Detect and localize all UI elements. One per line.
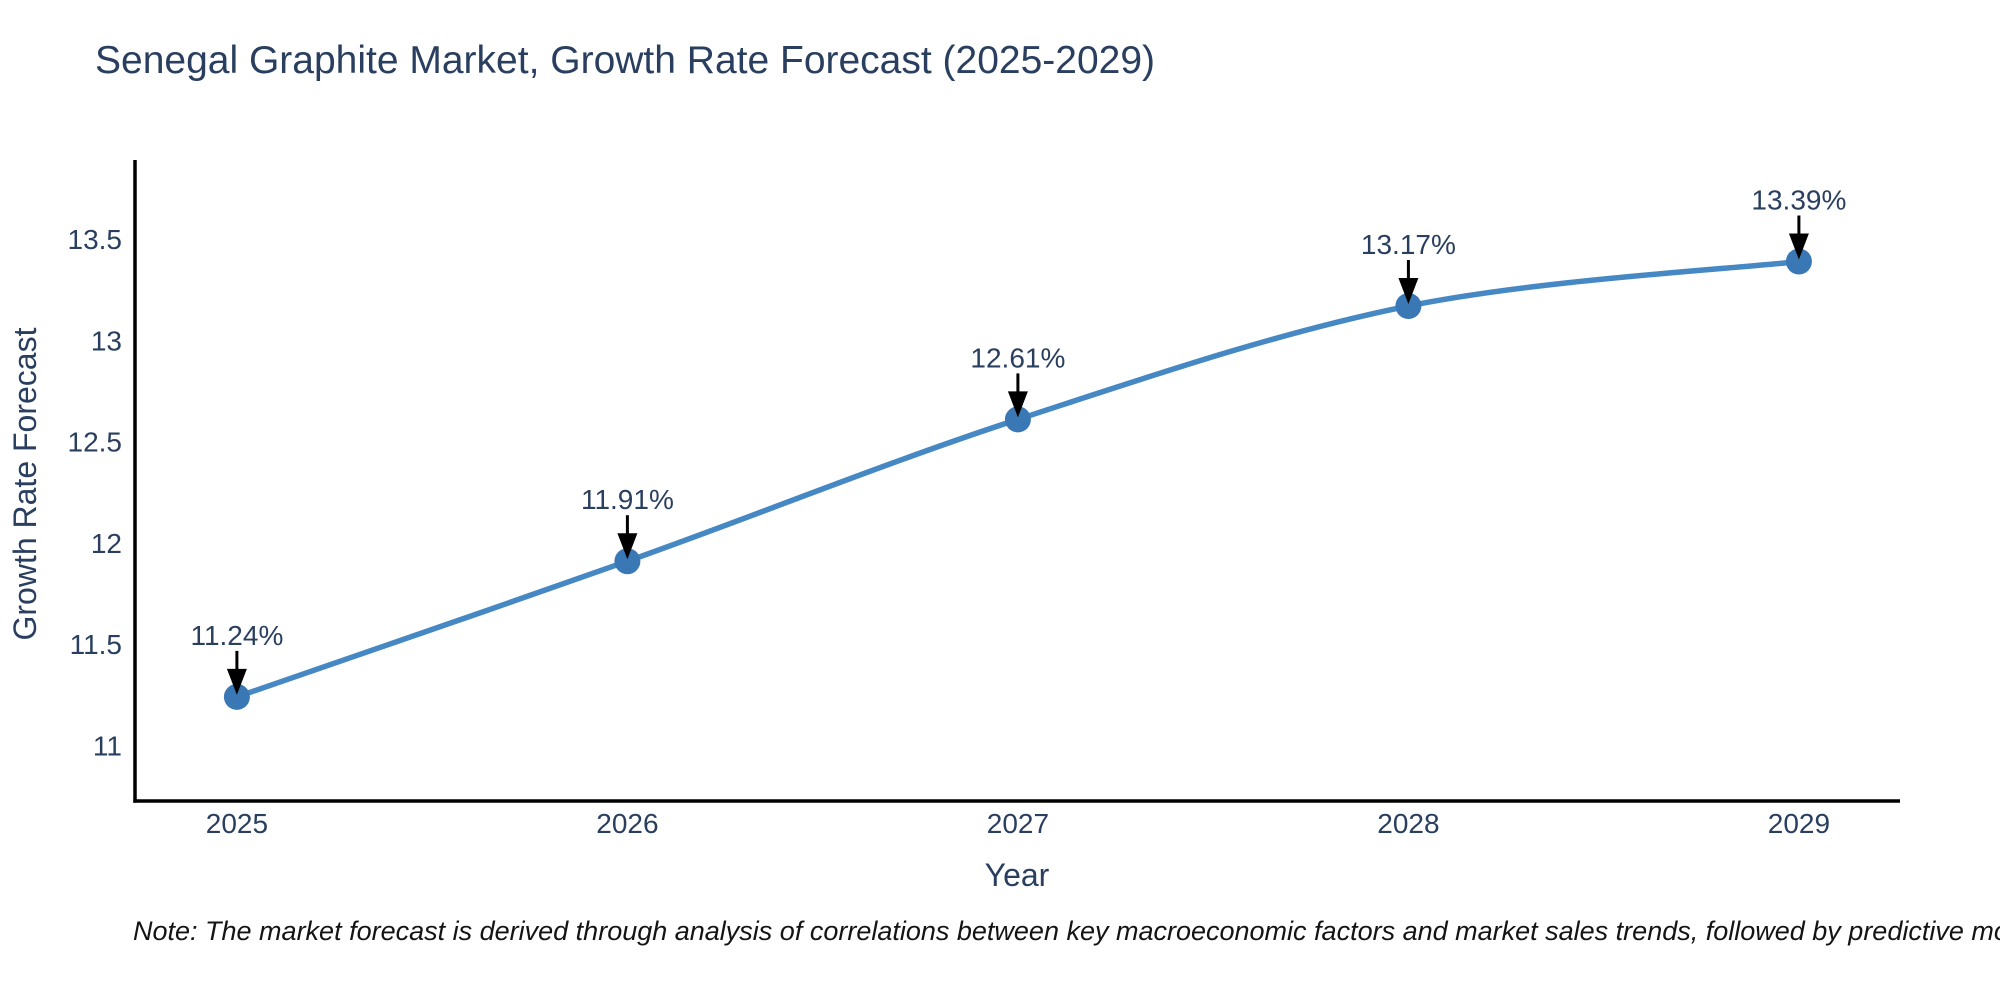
chart-line	[234, 258, 1802, 700]
y-tick-label: 13.5	[68, 224, 123, 255]
point-value-label: 13.39%	[1751, 185, 1846, 216]
point-value-label: 12.61%	[970, 342, 1065, 373]
y-tick-label: 13	[91, 326, 122, 357]
data-point-2028[interactable]	[1395, 293, 1422, 319]
data-point-2027[interactable]	[1004, 406, 1031, 433]
x-tick-label: 2029	[1768, 808, 1830, 839]
y-tick-label: 12.5	[68, 427, 123, 458]
data-point-2026[interactable]	[614, 548, 641, 575]
annotation-arrowhead-icon	[617, 533, 638, 560]
annotation-arrowhead-icon	[1007, 391, 1028, 418]
footnote: Note: The market forecast is derived thr…	[133, 916, 2000, 946]
chart-title: Senegal Graphite Market, Growth Rate For…	[95, 39, 1156, 82]
x-tick-label: 2026	[596, 808, 658, 839]
y-axis-title: Growth Rate Forecast	[7, 327, 43, 640]
annotation-arrowhead-icon	[1788, 233, 1809, 260]
point-value-label: 13.17%	[1361, 229, 1456, 260]
data-point-2025[interactable]	[223, 683, 250, 710]
x-axis-title: Year	[985, 857, 1050, 893]
y-tick-label: 11	[93, 731, 122, 762]
annotation-arrowhead-icon	[1398, 278, 1419, 304]
x-tick-label: 2028	[1377, 808, 1439, 839]
data-point-2029[interactable]	[1785, 248, 1812, 275]
point-value-label: 11.91%	[581, 484, 674, 515]
y-tick-label: 11.5	[70, 629, 122, 660]
point-value-label: 11.24%	[190, 620, 283, 651]
y-tick-label: 12	[91, 528, 122, 559]
x-tick-label: 2027	[987, 808, 1049, 839]
x-tick-label: 2025	[206, 808, 268, 839]
annotation-arrowhead-icon	[226, 668, 247, 695]
